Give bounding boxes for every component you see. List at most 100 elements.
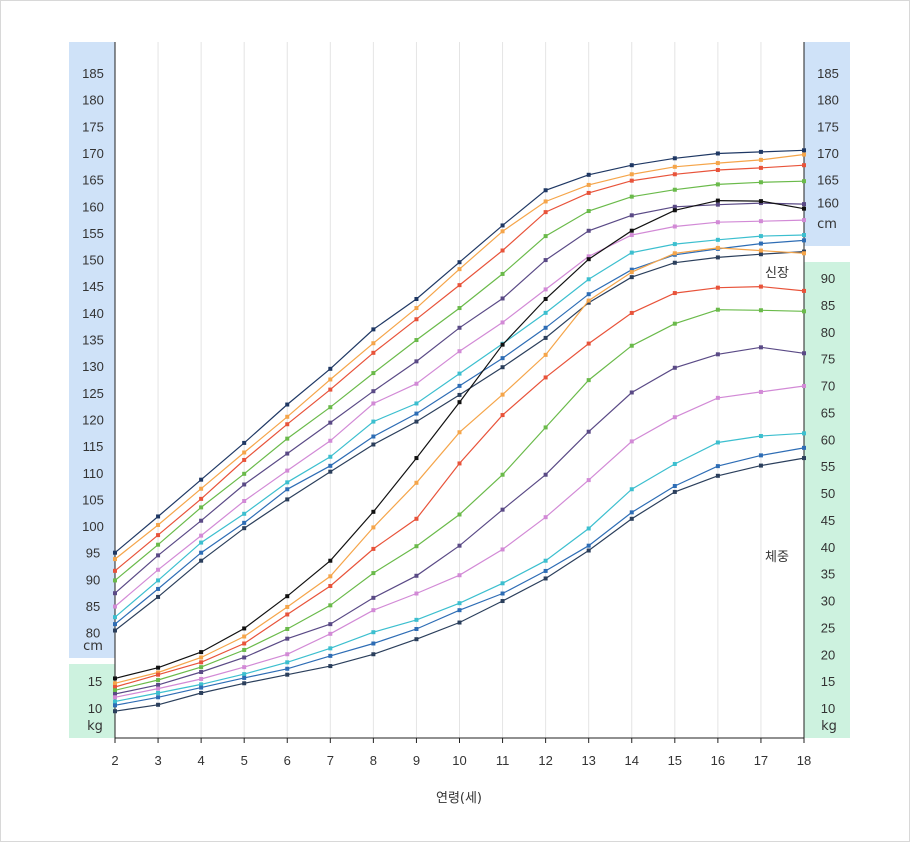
height-series-point	[543, 210, 548, 215]
weight-series-point	[802, 251, 806, 256]
height-series-point	[715, 202, 720, 207]
height-tick-label: 165	[817, 173, 839, 188]
height-series-point	[371, 341, 376, 346]
height-series-point	[672, 187, 677, 192]
weight-series-point	[543, 472, 548, 477]
x-tick-labels: 2 3 4 5 6 7 8 9 10 11 12 13 14 15 16 17 18	[111, 738, 811, 768]
height-tick-label: 85	[86, 599, 100, 614]
weight-series-point	[500, 599, 505, 604]
weight-series-point	[371, 546, 376, 551]
height-series-point	[457, 371, 462, 376]
weight-series-point	[371, 525, 376, 530]
weight-series-point	[414, 456, 419, 461]
height-series-point	[715, 151, 720, 156]
height-series-point	[457, 267, 462, 272]
x-tick-label: 4	[198, 753, 205, 768]
height-series-point	[543, 287, 548, 292]
height-series-point	[328, 463, 333, 468]
height-series-point	[629, 194, 634, 199]
weight-series-point	[457, 573, 462, 578]
height-series-point	[543, 310, 548, 315]
height-tick-label: 120	[82, 412, 104, 427]
weight-series-point	[802, 431, 806, 436]
weight-series-point	[802, 288, 806, 293]
weight-series-point	[629, 310, 634, 315]
height-series-point	[586, 172, 591, 177]
weight-series-point	[113, 685, 117, 690]
height-series-point	[543, 325, 548, 330]
weight-series-point	[156, 695, 161, 700]
height-series-point	[285, 402, 290, 407]
right-height-tick-labels: 160 165 170 175 180 185	[817, 66, 839, 210]
left-weight-scale-panel	[69, 664, 115, 738]
right-height-unit: cm	[817, 217, 837, 232]
weight-series-point	[457, 543, 462, 548]
weight-series-point	[414, 544, 419, 549]
height-series-point	[328, 387, 333, 392]
weight-series-point	[629, 510, 634, 515]
height-tick-label: 105	[82, 492, 104, 507]
x-tick-label: 17	[754, 753, 768, 768]
weight-series-point	[802, 384, 806, 389]
height-series-point	[715, 161, 720, 166]
height-tick-label: 175	[817, 119, 839, 134]
weight-series-point	[715, 307, 720, 312]
right-height-scale-panel	[804, 42, 850, 246]
weight-series-point	[672, 415, 677, 420]
height-series-point	[457, 392, 462, 397]
height-series-point	[328, 454, 333, 459]
left-weight-unit: kg	[87, 719, 103, 734]
left-height-scale-panel	[69, 42, 115, 658]
height-tick-label: 170	[817, 146, 839, 161]
height-series-point	[500, 320, 505, 325]
weight-series-point	[543, 558, 548, 563]
height-tick-label: 135	[82, 333, 104, 348]
height-series-point	[543, 335, 548, 340]
weight-tick-label: 80	[821, 325, 835, 340]
weight-series-point	[242, 672, 247, 677]
height-series-point	[715, 237, 720, 242]
weight-series-point	[285, 604, 290, 609]
height-series-point	[328, 366, 333, 371]
height-series-point	[543, 199, 548, 204]
height-series-point	[199, 533, 204, 538]
height-series-point	[242, 450, 247, 455]
weight-series-point	[457, 601, 462, 606]
x-tick-label: 8	[370, 753, 377, 768]
height-series-point	[414, 306, 419, 311]
weight-series-point	[758, 434, 763, 439]
weight-series-point	[371, 595, 376, 600]
height-series-point	[802, 179, 806, 184]
weight-series-point	[586, 429, 591, 434]
weight-tick-label: 70	[821, 379, 835, 394]
height-tick-label: 175	[82, 119, 104, 134]
weight-series-point	[199, 650, 204, 655]
weight-series-point	[199, 690, 204, 695]
height-tick-label: 110	[83, 466, 104, 481]
height-series-point	[457, 349, 462, 354]
height-series-point	[328, 405, 333, 410]
weight-series-point	[242, 641, 247, 646]
height-series-point	[414, 401, 419, 406]
height-tick-label: 140	[82, 306, 104, 321]
height-series-point	[672, 172, 677, 177]
right-weight-unit: kg	[821, 719, 837, 734]
weight-series-point	[586, 378, 591, 383]
weight-series-point	[457, 620, 462, 625]
weight-series-point	[758, 463, 763, 468]
weight-series-point	[285, 652, 290, 657]
weight-series-point	[758, 389, 763, 394]
weight-series-point	[113, 692, 117, 697]
height-series-point	[758, 241, 763, 246]
weight-series-group	[113, 198, 806, 714]
weight-tick-label: 30	[821, 594, 835, 609]
height-series-point	[500, 296, 505, 301]
weight-tick-label: 45	[821, 513, 835, 528]
height-tick-label: 115	[83, 439, 104, 454]
weight-series-point	[242, 626, 247, 631]
height-series-point	[414, 296, 419, 301]
height-series-point	[285, 422, 290, 427]
height-series-point	[156, 542, 161, 547]
weight-series-point	[715, 440, 720, 445]
